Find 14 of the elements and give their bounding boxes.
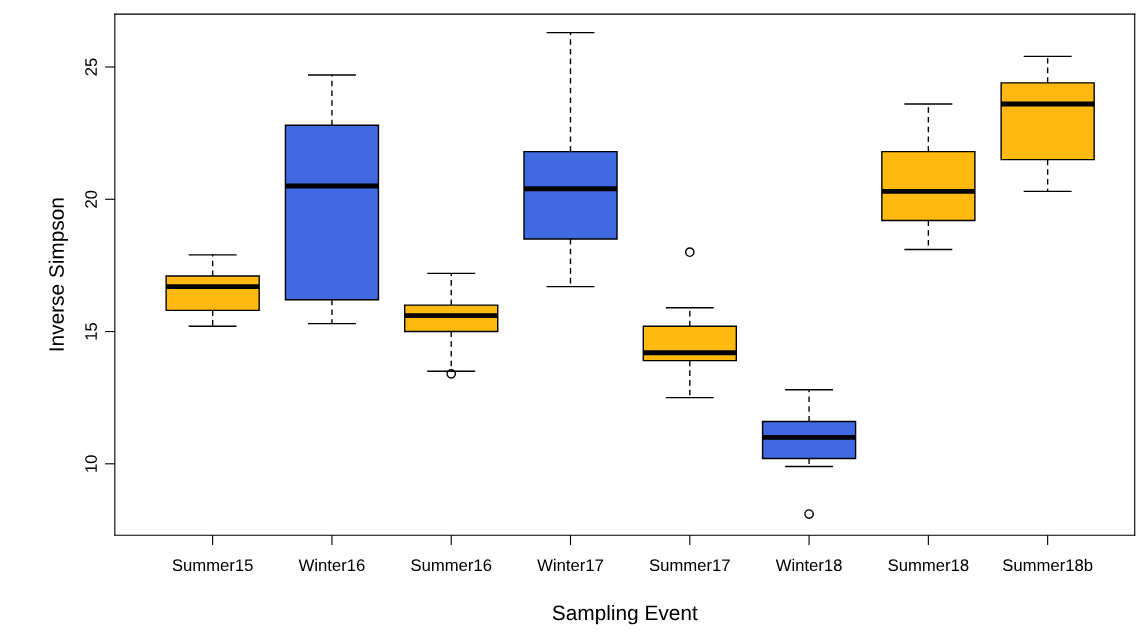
y-tick-label: 25 bbox=[85, 58, 97, 76]
x-tick-label: Winter18 bbox=[775, 558, 842, 572]
x-axis-title: Sampling Event bbox=[552, 604, 698, 625]
x-tick-label: Summer18 bbox=[888, 559, 969, 572]
x-tick-label: Summer17 bbox=[649, 559, 730, 572]
x-tick-label: Summer18b bbox=[1003, 558, 1093, 572]
y-tick-label: 10 bbox=[85, 455, 97, 472]
x-tick-label: Summer16 bbox=[411, 559, 492, 572]
y-tick-label: 15 bbox=[85, 322, 97, 340]
y-tick-label: 20 bbox=[85, 190, 97, 208]
x-tick-label: Summer15 bbox=[172, 559, 253, 572]
x-tick-label: Winter17 bbox=[537, 558, 604, 572]
y-axis-title: Inverse Simpson bbox=[48, 198, 69, 351]
x-tick-label: Winter16 bbox=[298, 558, 365, 572]
